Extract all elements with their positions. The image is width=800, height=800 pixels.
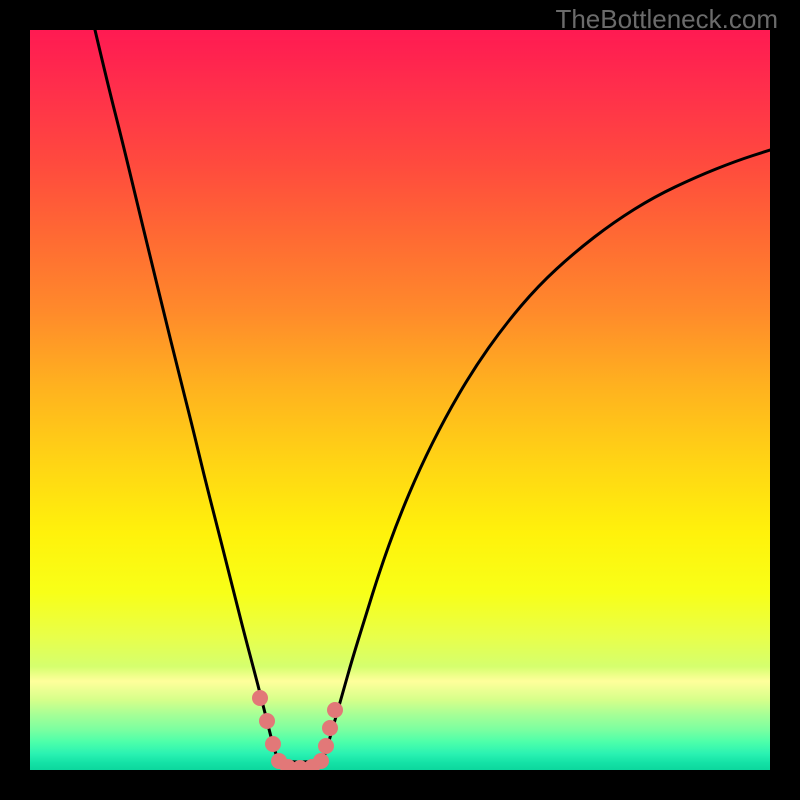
plot-area xyxy=(30,30,770,770)
bottleneck-curve xyxy=(95,30,770,762)
valley-marker xyxy=(265,736,281,752)
watermark-text: TheBottleneck.com xyxy=(555,4,778,35)
valley-marker xyxy=(252,690,268,706)
valley-marker xyxy=(259,713,275,729)
chart-container: TheBottleneck.com xyxy=(0,0,800,800)
valley-marker xyxy=(318,738,334,754)
valley-marker xyxy=(322,720,338,736)
valley-marker xyxy=(327,702,343,718)
valley-marker xyxy=(313,753,329,769)
curve-overlay xyxy=(30,30,770,770)
